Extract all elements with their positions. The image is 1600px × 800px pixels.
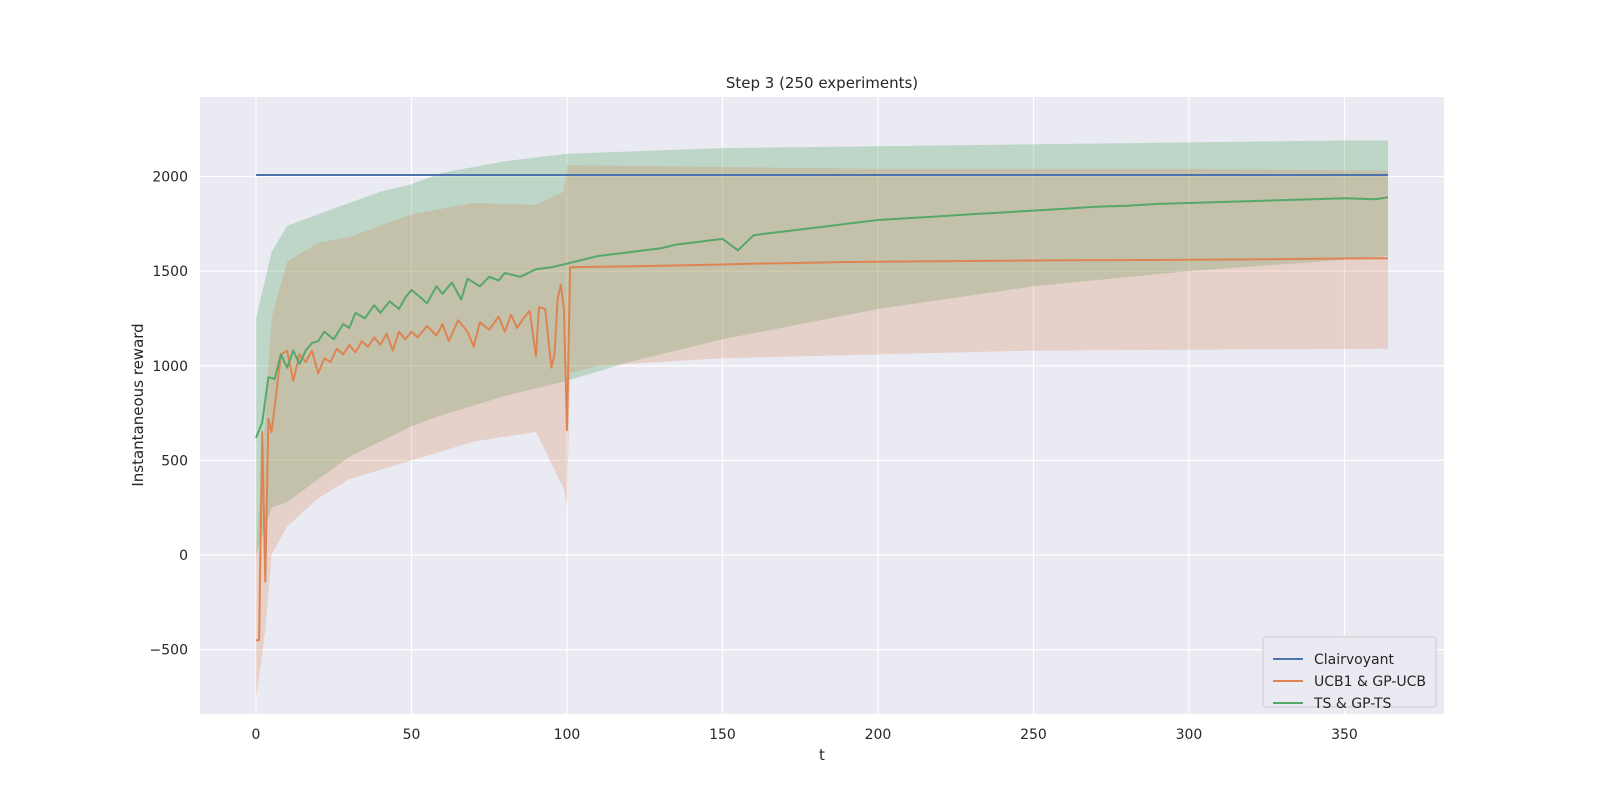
legend-box bbox=[1262, 636, 1437, 708]
legend-label: UCB1 & GP-UCB bbox=[1314, 674, 1426, 690]
y-axis-label: Instantaneous reward bbox=[129, 323, 147, 486]
legend: Clairvoyant UCB1 & GP-UCB TS & GP-TS bbox=[1262, 636, 1437, 712]
y-tick-label: 500 bbox=[161, 453, 188, 469]
legend-label: TS & GP-TS bbox=[1313, 696, 1392, 712]
x-tick-label: 100 bbox=[554, 727, 581, 743]
confidence-bands bbox=[256, 140, 1388, 699]
x-axis-label: t bbox=[819, 746, 825, 764]
x-tick-label: 150 bbox=[709, 727, 736, 743]
x-tick-label: 200 bbox=[865, 727, 892, 743]
x-tick-label: 50 bbox=[403, 727, 421, 743]
x-tick-label: 250 bbox=[1020, 727, 1047, 743]
grid bbox=[200, 97, 1444, 714]
x-ticks: 0 50 100 150 200 250 300 350 bbox=[252, 727, 1358, 743]
y-tick-label: 0 bbox=[179, 548, 188, 564]
band-ts-gp-ts bbox=[256, 140, 1388, 555]
x-tick-label: 0 bbox=[252, 727, 261, 743]
y-tick-label: 1000 bbox=[152, 359, 188, 375]
series-line-ucb1-gp-ucb bbox=[256, 257, 1389, 642]
plot-area bbox=[200, 97, 1444, 714]
y-ticks: −500 0 500 1000 1500 2000 bbox=[150, 169, 188, 658]
x-tick-label: 300 bbox=[1176, 727, 1203, 743]
series-line-ts-gp-ts bbox=[255, 196, 1389, 439]
legend-label: Clairvoyant bbox=[1314, 652, 1394, 668]
y-tick-label: −500 bbox=[150, 643, 188, 659]
band-ucb1-gp-ucb bbox=[256, 165, 1388, 699]
y-tick-label: 2000 bbox=[152, 169, 188, 185]
y-tick-label: 1500 bbox=[152, 264, 188, 280]
series-lines bbox=[255, 174, 1389, 642]
x-tick-label: 350 bbox=[1331, 727, 1358, 743]
chart-title: Step 3 (250 experiments) bbox=[726, 74, 918, 92]
